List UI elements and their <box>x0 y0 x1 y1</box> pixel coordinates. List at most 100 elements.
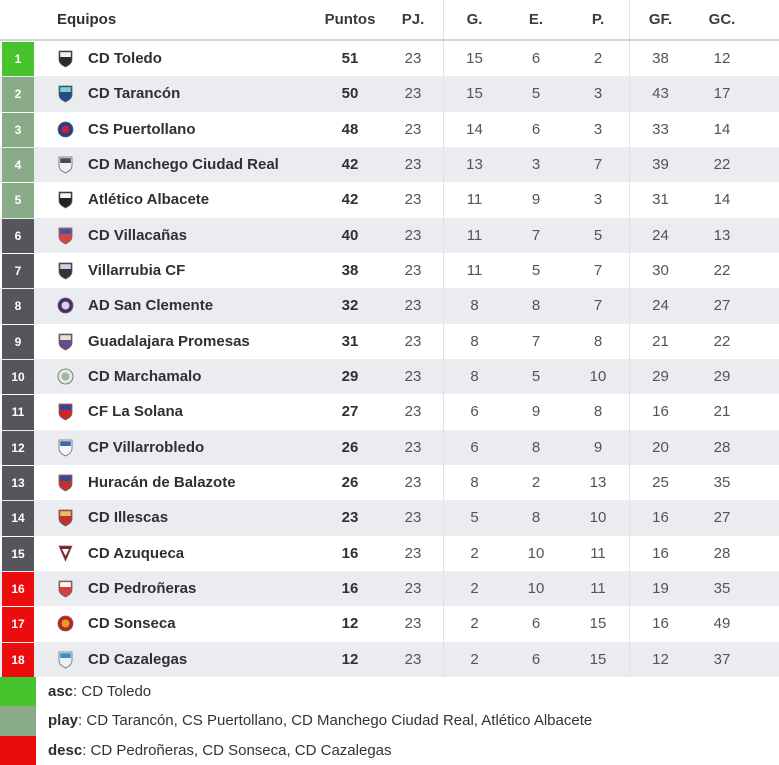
team-cell[interactable]: CD Toledo <box>35 41 317 76</box>
wins-cell: 2 <box>443 606 505 642</box>
team-cell[interactable]: CD Villacañas <box>35 218 317 253</box>
table-row[interactable]: 3 CS Puertollano 48 23 14 6 3 33 14 <box>0 111 779 147</box>
draws-cell: 9 <box>531 191 541 209</box>
team-cell[interactable]: CD Azuqueca <box>35 536 317 571</box>
position-badge: 1 <box>2 42 34 77</box>
team-name[interactable]: CD Pedroñeras <box>88 580 197 598</box>
points-cell: 27 <box>341 403 359 421</box>
table-row[interactable]: 10 CD Marchamalo 29 23 8 5 10 29 29 <box>0 358 779 395</box>
team-cell[interactable]: Huracán de Balazote <box>35 465 317 500</box>
draws-cell: 8 <box>531 438 541 456</box>
team-cell[interactable]: Atlético Albacete <box>35 182 317 217</box>
points-cell: 26 <box>341 474 359 492</box>
table-row[interactable]: 15 CD Azuqueca 16 23 2 10 11 16 28 <box>0 535 779 571</box>
team-name[interactable]: CD Toledo <box>88 50 162 68</box>
losses-cell: 3 <box>593 85 603 103</box>
table-row[interactable]: 6 CD Villacañas 40 23 11 7 5 24 13 <box>0 217 779 253</box>
played-cell: 23 <box>404 120 422 138</box>
draws-cell: 5 <box>531 262 541 280</box>
team-name[interactable]: CD Cazalegas <box>88 650 188 668</box>
team-crest-icon <box>57 155 74 174</box>
position-badge: 11 <box>2 395 34 430</box>
table-row[interactable]: 13 Huracán de Balazote 26 23 8 2 13 25 3… <box>0 464 779 501</box>
team-name[interactable]: Guadalajara Promesas <box>88 332 250 350</box>
legend-separator: : <box>78 712 87 730</box>
team-crest-icon <box>57 579 74 598</box>
table-row[interactable]: 2 CD Tarancón 50 23 15 5 3 43 17 <box>0 76 779 112</box>
team-name[interactable]: CD Azuqueca <box>88 544 185 562</box>
played-cell: 23 <box>404 544 422 562</box>
team-name[interactable]: AD San Clemente <box>88 297 214 315</box>
table-row[interactable]: 1 CD Toledo 51 23 15 6 2 38 12 <box>0 41 779 77</box>
played-cell: 23 <box>404 332 422 350</box>
played-cell: 23 <box>404 403 422 421</box>
goals-against-cell: 27 <box>713 509 731 527</box>
position-badge: 18 <box>2 642 34 677</box>
team-cell[interactable]: AD San Clemente <box>35 288 317 323</box>
team-name[interactable]: Atlético Albacete <box>88 191 210 209</box>
legend-row-desc: desc: CD Pedroñeras, CD Sonseca, CD Caza… <box>0 735 779 765</box>
position-cell: 5 <box>0 182 35 218</box>
points-cell: 16 <box>341 580 359 598</box>
team-cell[interactable]: CD Pedroñeras <box>35 571 317 606</box>
team-cell[interactable]: CD Cazalegas <box>35 642 317 677</box>
position-badge: 14 <box>2 501 34 536</box>
points-cell: 12 <box>341 615 359 633</box>
losses-cell: 7 <box>593 262 603 280</box>
draws-cell: 9 <box>531 403 541 421</box>
team-cell[interactable]: CP Villarrobledo <box>35 430 317 465</box>
team-name[interactable]: CD Manchego Ciudad Real <box>88 156 279 174</box>
team-cell[interactable]: CD Tarancón <box>35 76 317 111</box>
table-row[interactable]: 9 Guadalajara Promesas 31 23 8 7 8 21 22 <box>0 323 779 359</box>
points-cell: 29 <box>341 368 359 386</box>
team-name[interactable]: CD Villacañas <box>88 226 187 244</box>
legend-label-asc: asc <box>48 683 74 701</box>
team-name[interactable]: CD Tarancón <box>88 85 181 103</box>
goals-against-cell: 28 <box>713 438 731 456</box>
table-row[interactable]: 8 AD San Clemente 32 23 8 8 7 24 27 <box>0 288 779 324</box>
wins-cell: 6 <box>443 394 505 430</box>
header-position <box>0 0 35 39</box>
goals-for-cell: 20 <box>629 429 691 465</box>
table-row[interactable]: 17 CD Sonseca 12 23 2 6 15 16 49 <box>0 606 779 642</box>
table-row[interactable]: 16 CD Pedroñeras 16 23 2 10 11 19 35 <box>0 570 779 607</box>
team-name[interactable]: CF La Solana <box>88 403 184 421</box>
team-name[interactable]: CP Villarrobledo <box>88 438 205 456</box>
row-spacer <box>753 182 779 217</box>
team-name[interactable]: CD Illescas <box>88 509 169 527</box>
team-cell[interactable]: CD Manchego Ciudad Real <box>35 147 317 182</box>
team-name[interactable]: Villarrubia CF <box>88 262 186 280</box>
losses-cell: 3 <box>593 120 603 138</box>
team-crest-icon <box>57 120 74 139</box>
team-name[interactable]: Huracán de Balazote <box>88 474 236 492</box>
losses-cell: 13 <box>589 474 607 492</box>
asc-color-swatch <box>0 676 36 707</box>
row-spacer <box>753 465 779 500</box>
table-row[interactable]: 4 CD Manchego Ciudad Real 42 23 13 3 7 3… <box>0 146 779 183</box>
team-cell[interactable]: CS Puertollano <box>35 112 317 147</box>
position-cell: 17 <box>0 606 35 642</box>
team-cell[interactable]: CD Sonseca <box>35 606 317 641</box>
position-cell: 13 <box>0 465 35 501</box>
table-row[interactable]: 18 CD Cazalegas 12 23 2 6 15 12 37 <box>0 641 779 677</box>
team-crest-icon <box>57 367 74 386</box>
team-name[interactable]: CS Puertollano <box>88 120 196 138</box>
table-row[interactable]: 5 Atlético Albacete 42 23 11 9 3 31 14 <box>0 182 779 218</box>
table-row[interactable]: 14 CD Illescas 23 23 5 8 10 16 27 <box>0 500 779 536</box>
team-crest-icon <box>57 332 74 351</box>
team-cell[interactable]: CF La Solana <box>35 394 317 429</box>
team-cell[interactable]: Guadalajara Promesas <box>35 324 317 359</box>
team-cell[interactable]: CD Illescas <box>35 500 317 535</box>
table-row[interactable]: 12 CP Villarrobledo 26 23 6 8 9 20 28 <box>0 429 779 465</box>
table-row[interactable]: 11 CF La Solana 27 23 6 9 8 16 21 <box>0 394 779 430</box>
team-cell[interactable]: CD Marchamalo <box>35 359 317 394</box>
team-name[interactable]: CD Marchamalo <box>88 368 202 386</box>
team-name[interactable]: CD Sonseca <box>88 615 176 633</box>
draws-cell: 7 <box>531 332 541 350</box>
position-cell: 4 <box>0 147 35 183</box>
team-cell[interactable]: Villarrubia CF <box>35 253 317 288</box>
table-row[interactable]: 7 Villarrubia CF 38 23 11 5 7 30 22 <box>0 252 779 289</box>
row-spacer <box>753 394 779 429</box>
row-spacer <box>753 642 779 677</box>
